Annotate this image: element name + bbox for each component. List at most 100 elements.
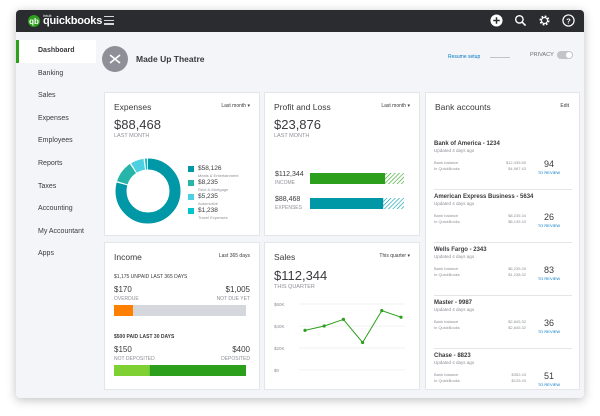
svg-text:?: ? bbox=[566, 16, 571, 25]
bank-balance-value: $2,845.32 bbox=[508, 319, 526, 324]
sales-point bbox=[361, 340, 365, 345]
gear-icon[interactable] bbox=[537, 13, 552, 28]
privacy-toggle[interactable] bbox=[557, 51, 573, 59]
bar-fill bbox=[310, 173, 386, 184]
income-value: $112,344 bbox=[275, 171, 304, 178]
logo-intuit-text: intuit bbox=[43, 13, 52, 18]
bank-updated: Updated 4 days ago bbox=[434, 201, 475, 206]
bank-account-item[interactable]: Chase - 8823 Updated 4 days ago Bank balan… bbox=[434, 353, 572, 398]
profit-loss-card[interactable]: Profit and Loss Last month $23,876 LAST … bbox=[264, 92, 420, 236]
card-title: Profit and Loss bbox=[274, 102, 331, 112]
expenses-bar[interactable] bbox=[310, 198, 404, 210]
donut-slice-0 bbox=[115, 158, 181, 224]
to-review-link[interactable]: TO REVIEW bbox=[537, 382, 561, 387]
qb-balance-value: $4,987.43 bbox=[508, 166, 526, 172]
income-label: INCOME bbox=[275, 180, 295, 186]
sidebar-item-banking[interactable]: Banking bbox=[38, 69, 64, 77]
legend-value: $5,235 bbox=[198, 193, 218, 200]
review-count[interactable]: 83 bbox=[543, 265, 554, 275]
sidebar-item-my-accountant[interactable]: My Accountant bbox=[38, 227, 84, 235]
bank-balance-label: Bank balance bbox=[434, 266, 459, 271]
sidebar-item-accounting[interactable]: Accounting bbox=[38, 205, 73, 213]
not-deposited-value: $150 bbox=[114, 345, 132, 354]
plus-icon[interactable] bbox=[489, 13, 504, 28]
sales-point bbox=[399, 315, 403, 319]
review-count[interactable]: 51 bbox=[543, 371, 554, 381]
expenses-card[interactable]: Expenses Last month $88,468 LAST MONTH $… bbox=[104, 92, 260, 236]
legend-value: $8,235 bbox=[198, 179, 218, 186]
divider bbox=[434, 189, 572, 190]
y-tick-label: $0 bbox=[274, 368, 280, 373]
sales-point bbox=[322, 324, 326, 328]
not-deposited-label: NOT DEPOSITED bbox=[114, 356, 155, 362]
qb-balance-label: In QuickBooks bbox=[434, 272, 460, 278]
bank-updated: Updated 4 days ago bbox=[434, 148, 475, 153]
bank-account-item[interactable]: Master - 9987 Updated 4 days ago Bank bala… bbox=[434, 300, 572, 349]
sidebar-item-employees[interactable]: Employees bbox=[38, 137, 73, 145]
review-count[interactable]: 26 bbox=[543, 212, 554, 222]
company-logo-icon[interactable] bbox=[102, 46, 128, 72]
legend-label: Automotive bbox=[198, 201, 219, 206]
bank-accounts-card[interactable]: Bank accounts Edit Bank of America - 123… bbox=[425, 92, 580, 390]
sidebar-item-expenses[interactable]: Expenses bbox=[38, 114, 69, 122]
period-dropdown[interactable]: Last month bbox=[381, 103, 410, 109]
to-review-link[interactable]: TO REVIEW bbox=[537, 223, 561, 228]
qb-balance-value: $8,135.43 bbox=[508, 219, 526, 225]
sales-line-chart[interactable]: $60K $40K $20K $0 bbox=[271, 298, 411, 378]
bank-balance-label: Bank balance bbox=[434, 160, 459, 165]
logo-mark-icon: qb bbox=[28, 15, 40, 27]
paid-bar[interactable] bbox=[114, 365, 246, 376]
balance-values: $12,435.65 $4,987.43 bbox=[496, 160, 526, 173]
review-count[interactable]: 94 bbox=[543, 159, 554, 169]
income-bar[interactable] bbox=[310, 173, 404, 185]
bank-balance-label: Bank balance bbox=[434, 372, 459, 377]
y-tick-label: $20K bbox=[274, 346, 285, 351]
app-window: qb intuit quickbooks ? Dashboard Banking S… bbox=[16, 10, 584, 398]
bank-account-item[interactable]: Bank of America - 1234 Updated 4 days ago… bbox=[434, 141, 572, 190]
quickbooks-logo[interactable]: qb intuit quickbooks bbox=[28, 13, 102, 29]
to-review-link[interactable]: TO REVIEW bbox=[537, 329, 561, 334]
sales-series-line bbox=[304, 309, 402, 344]
sidebar-item-apps[interactable]: Apps bbox=[38, 250, 54, 258]
search-icon[interactable] bbox=[513, 13, 528, 28]
sidebar-item-sales[interactable]: Sales bbox=[38, 92, 56, 100]
deposited-label: DEPOSITED bbox=[221, 356, 250, 362]
bank-balance-value: $6,235.26 bbox=[508, 266, 526, 271]
unpaid-bar[interactable] bbox=[114, 305, 246, 316]
qb-balance-value: $125.43 bbox=[511, 378, 526, 384]
qb-balance-label: In QuickBooks bbox=[434, 325, 460, 331]
period-label[interactable]: Last 365 days bbox=[218, 253, 250, 259]
privacy-label: PRIVACY bbox=[530, 52, 554, 58]
balance-values: $8,235.34 $8,135.43 bbox=[496, 213, 526, 226]
period-dropdown[interactable]: Last month bbox=[221, 103, 250, 109]
y-tick-label: $60K bbox=[274, 302, 285, 307]
pnl-caption: LAST MONTH bbox=[274, 133, 310, 139]
to-review-link[interactable]: TO REVIEW bbox=[537, 276, 561, 281]
bank-account-item[interactable]: Wells Fargo - 2343 Updated 4 days ago Bank… bbox=[434, 247, 572, 296]
review-count[interactable]: 36 bbox=[543, 318, 554, 328]
income-card[interactable]: Income Last 365 days $1,175 UNPAID LAST … bbox=[104, 242, 260, 390]
legend-swatch bbox=[188, 180, 194, 186]
setup-progress-line bbox=[490, 57, 510, 58]
divider bbox=[434, 242, 572, 243]
bank-name: Bank of America - 1234 bbox=[434, 141, 500, 147]
card-title: Expenses bbox=[114, 102, 152, 112]
bank-account-item[interactable]: American Express Business - 5634 Updated … bbox=[434, 194, 572, 243]
expenses-donut-chart[interactable] bbox=[113, 156, 183, 226]
to-review-link[interactable]: TO REVIEW bbox=[537, 170, 561, 175]
bank-name: Master - 9987 bbox=[434, 300, 473, 306]
card-title: Income bbox=[114, 252, 142, 262]
bank-name: Wells Fargo - 2343 bbox=[434, 247, 487, 253]
resume-setup-link[interactable]: Resume setup bbox=[448, 54, 481, 60]
sidebar-item-dashboard[interactable]: Dashboard bbox=[16, 40, 96, 63]
balance-labels: Bank balance In QuickBooks bbox=[434, 372, 460, 385]
unpaid-caption: $1,175 UNPAID LAST 365 DAYS bbox=[114, 274, 188, 280]
menu-icon[interactable] bbox=[104, 16, 114, 25]
period-dropdown[interactable]: This quarter bbox=[379, 253, 410, 259]
help-icon[interactable]: ? bbox=[561, 13, 576, 28]
edit-link[interactable]: Edit bbox=[560, 103, 569, 109]
sidebar-item-taxes[interactable]: Taxes bbox=[38, 182, 57, 190]
bank-balance-label: Bank balance bbox=[434, 319, 459, 324]
sidebar-item-reports[interactable]: Reports bbox=[38, 159, 63, 167]
sales-card[interactable]: Sales This quarter $112,344 THIS QUARTER… bbox=[264, 242, 420, 390]
